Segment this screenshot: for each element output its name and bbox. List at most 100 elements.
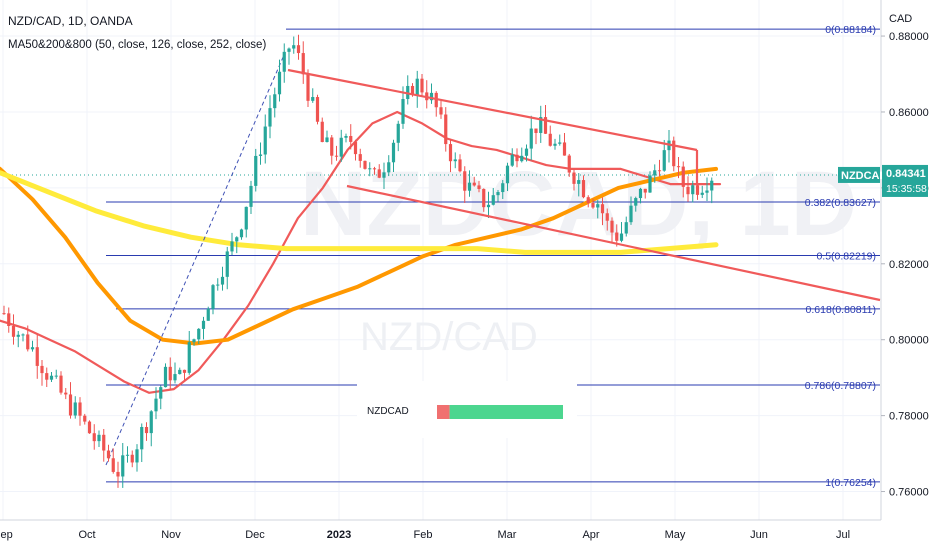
candle-body <box>486 204 491 208</box>
candle-body <box>301 53 305 75</box>
candle-body <box>263 126 267 155</box>
candle-body <box>59 375 63 393</box>
candle-body <box>168 366 172 381</box>
candle-body <box>26 334 30 350</box>
candle-body <box>695 185 700 195</box>
candle-body <box>610 220 614 233</box>
candle-body <box>391 142 396 163</box>
candle-body <box>382 172 386 178</box>
candle-body <box>106 450 111 459</box>
candle-body <box>21 334 25 336</box>
x-tick-label: Sep <box>0 529 13 541</box>
price-tag[interactable]: NZDCAD 0.84341 15:35:58 <box>838 164 928 197</box>
x-tick-label: May <box>665 529 686 541</box>
candle-body <box>501 183 505 193</box>
price-tag-symbol: NZDCAD <box>841 170 887 182</box>
candle-body <box>420 78 424 93</box>
candle-body <box>463 171 467 191</box>
candle-body <box>325 137 329 143</box>
candle-body <box>567 155 571 173</box>
candle-body <box>249 185 253 207</box>
candle-body <box>16 334 20 337</box>
candle-body <box>491 195 495 205</box>
candle-body <box>149 411 153 434</box>
candle-body <box>296 45 301 54</box>
candle-body <box>254 155 258 186</box>
candle-body <box>596 204 600 208</box>
candle-body <box>97 434 101 442</box>
candle-body <box>349 136 353 142</box>
candle-body <box>553 143 557 146</box>
candle-body <box>30 347 35 350</box>
candle-body <box>657 170 662 172</box>
candle-body <box>562 142 567 156</box>
candle-body <box>173 374 177 381</box>
indicator-legend[interactable]: MA50&200&800 (50, close, 126, close, 252… <box>8 39 266 51</box>
candle-body <box>45 373 49 380</box>
candle-body <box>520 155 524 162</box>
candle-body <box>154 398 158 412</box>
candle-body <box>510 154 514 166</box>
candle-body <box>705 190 709 193</box>
candle-body <box>330 137 334 156</box>
y-tick-label: 0.82000 <box>889 259 929 271</box>
candle-body <box>577 180 581 184</box>
x-tick-label: Feb <box>414 529 433 541</box>
x-tick-label: Oct <box>78 529 95 541</box>
upper-trendline[interactable] <box>287 68 698 152</box>
candle-body <box>710 180 714 191</box>
candle-body <box>691 185 695 195</box>
chart-title: NZD/CAD, 1D, OANDA <box>8 14 133 28</box>
candle-body <box>586 197 590 203</box>
candle-body <box>629 205 633 223</box>
candle-body <box>676 166 681 168</box>
x-tick-label: Nov <box>161 529 181 541</box>
candle-body <box>496 192 500 196</box>
candle-body <box>653 170 657 176</box>
candle-body <box>344 136 348 138</box>
candle-body <box>477 185 481 189</box>
candle-body <box>220 276 225 285</box>
candle-body <box>543 117 548 134</box>
candle-body <box>235 237 239 242</box>
y-tick-label: 0.88000 <box>889 31 929 43</box>
candle-body <box>334 155 339 157</box>
fibonacci-retracement[interactable]: 0(0.88184) 0.382(0.83627) 0.5(0.82219) 0.61… <box>106 24 880 489</box>
candle-body <box>472 182 476 186</box>
candle-body <box>363 160 367 169</box>
candle-body <box>453 159 457 162</box>
candle-body <box>315 97 320 122</box>
candle-body <box>64 392 68 395</box>
candle-body <box>372 168 377 170</box>
candle-body <box>268 108 272 127</box>
fib-trend-line[interactable] <box>105 54 285 466</box>
mini-indicator-box[interactable]: NZDCAD <box>357 381 577 438</box>
fib-level-label: 0.5(0.82219) <box>816 250 876 262</box>
candle-body <box>182 369 187 373</box>
time-axis[interactable]: Sep Oct Nov Dec 2023 Feb Mar Apr May Jun Jul <box>0 529 850 541</box>
lower-trendline[interactable] <box>346 184 881 302</box>
candle-body <box>700 192 704 195</box>
candle-body <box>216 284 220 286</box>
candle-body <box>40 365 44 374</box>
candle-body <box>429 92 434 101</box>
candle-body <box>87 421 92 434</box>
candle-body <box>130 454 134 463</box>
candle-body <box>121 455 125 477</box>
candle-body <box>197 328 201 340</box>
candle-body <box>515 154 519 162</box>
y-tick-label: 0.80000 <box>889 335 929 347</box>
y-tick-label: 0.76000 <box>889 487 929 499</box>
candle-body <box>615 232 619 241</box>
x-tick-label: 2023 <box>327 529 351 541</box>
candle-body <box>681 166 685 187</box>
candle-body <box>505 165 510 184</box>
x-tick-label: Mar <box>498 529 517 541</box>
price-tag-value: 0.84341 <box>886 168 926 180</box>
currency-label: CAD <box>889 13 912 25</box>
candle-body <box>187 342 191 373</box>
candle-body <box>529 128 533 149</box>
